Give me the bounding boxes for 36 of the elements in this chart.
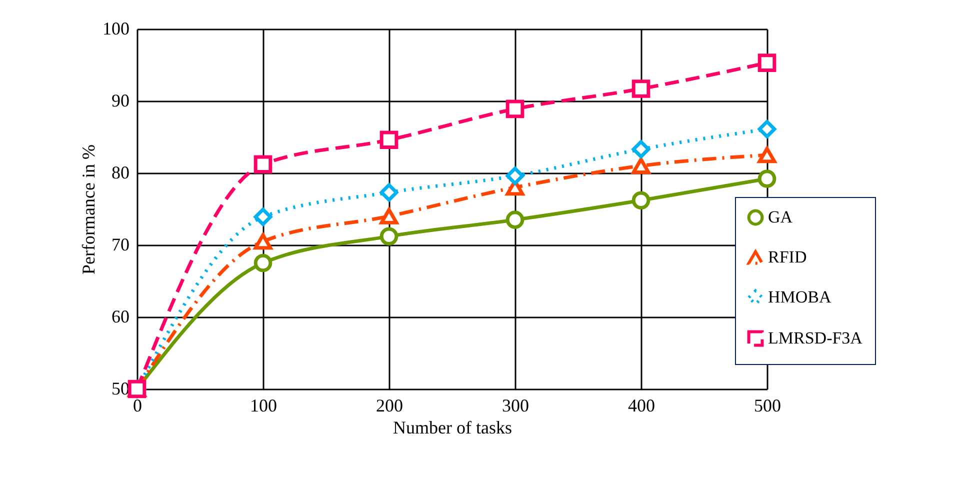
point: [758, 146, 776, 164]
x-tick-label: 0: [133, 396, 142, 416]
point: [380, 227, 398, 246]
x-tick-label: 400: [628, 396, 655, 416]
y-axis-title: Performance in %: [78, 144, 98, 274]
point: [506, 100, 524, 118]
legend-label: LMRSD-F3A: [768, 328, 864, 348]
legend-label: HMOBA: [768, 288, 832, 306]
point: [632, 140, 650, 158]
x-tick-label: 100: [250, 396, 277, 416]
point: [632, 158, 650, 174]
legend-label: RFID: [768, 248, 807, 266]
x-tick-label: 200: [376, 396, 403, 416]
y-tick-label: 60: [112, 306, 130, 326]
y-tick-label: 100: [102, 18, 130, 38]
x-tick-label: 500: [754, 396, 781, 416]
y-tick-label: 90: [112, 90, 130, 110]
point: [254, 254, 272, 272]
legend-label: GA: [768, 208, 794, 226]
point: [254, 155, 272, 174]
point: [380, 130, 398, 150]
point: [632, 191, 650, 210]
point: [254, 208, 272, 226]
point: [380, 183, 398, 202]
y-tick-label: 80: [112, 162, 130, 182]
point: [758, 120, 776, 138]
x-tick-label: 300: [502, 396, 529, 416]
x-axis-title: Number of tasks: [393, 418, 512, 438]
point: [380, 208, 398, 224]
point: [506, 210, 524, 229]
point: [758, 54, 776, 72]
point: [506, 166, 524, 186]
y-tick-label: 70: [112, 234, 130, 254]
point: [254, 233, 272, 250]
point: [632, 80, 650, 98]
point: [758, 170, 776, 188]
